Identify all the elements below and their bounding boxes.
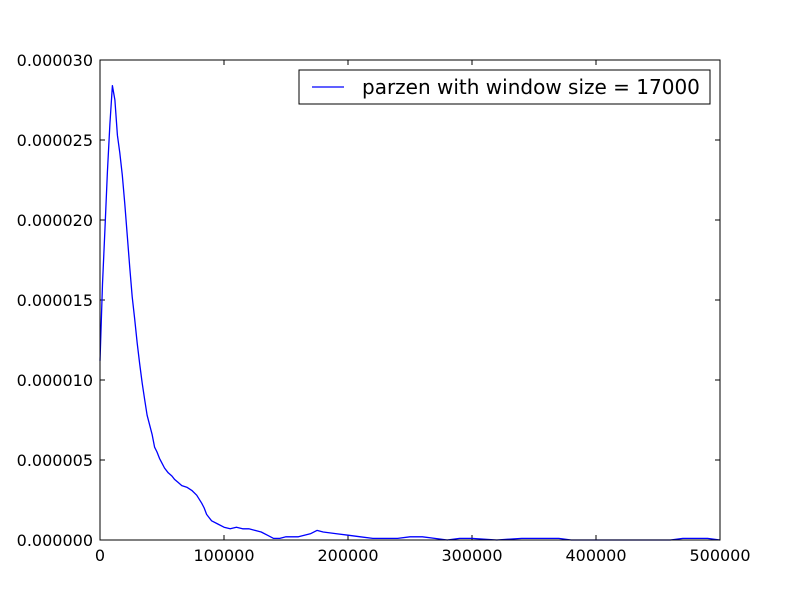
x-tick-label: 400000 [565,546,626,565]
y-tick-label: 0.000025 [17,131,93,150]
legend: parzen with window size = 17000 [298,69,711,105]
y-axis-ticks: 0.000000 0.000005 0.000010 0.000015 0.000020… [17,51,720,550]
y-tick-label: 0.000010 [17,371,93,390]
x-tick-label: 200000 [317,546,378,565]
legend-entry-label: parzen with window size = 17000 [362,75,700,99]
x-tick-label: 0 [95,546,105,565]
x-axis-ticks: 0 100000 200000 300000 400000 500000 [95,60,751,565]
y-tick-label: 0.000000 [17,531,93,550]
y-tick-label: 0.000005 [17,451,93,470]
y-tick-label: 0.000020 [17,211,93,230]
series-line-parzen [99,84,721,541]
plot-frame [99,59,721,541]
x-tick-label: 500000 [689,546,750,565]
y-tick-label: 0.000015 [17,291,93,310]
y-tick-label: 0.000030 [17,51,93,70]
x-tick-label: 100000 [193,546,254,565]
legend-box [298,69,711,105]
x-tick-label: 300000 [441,546,502,565]
